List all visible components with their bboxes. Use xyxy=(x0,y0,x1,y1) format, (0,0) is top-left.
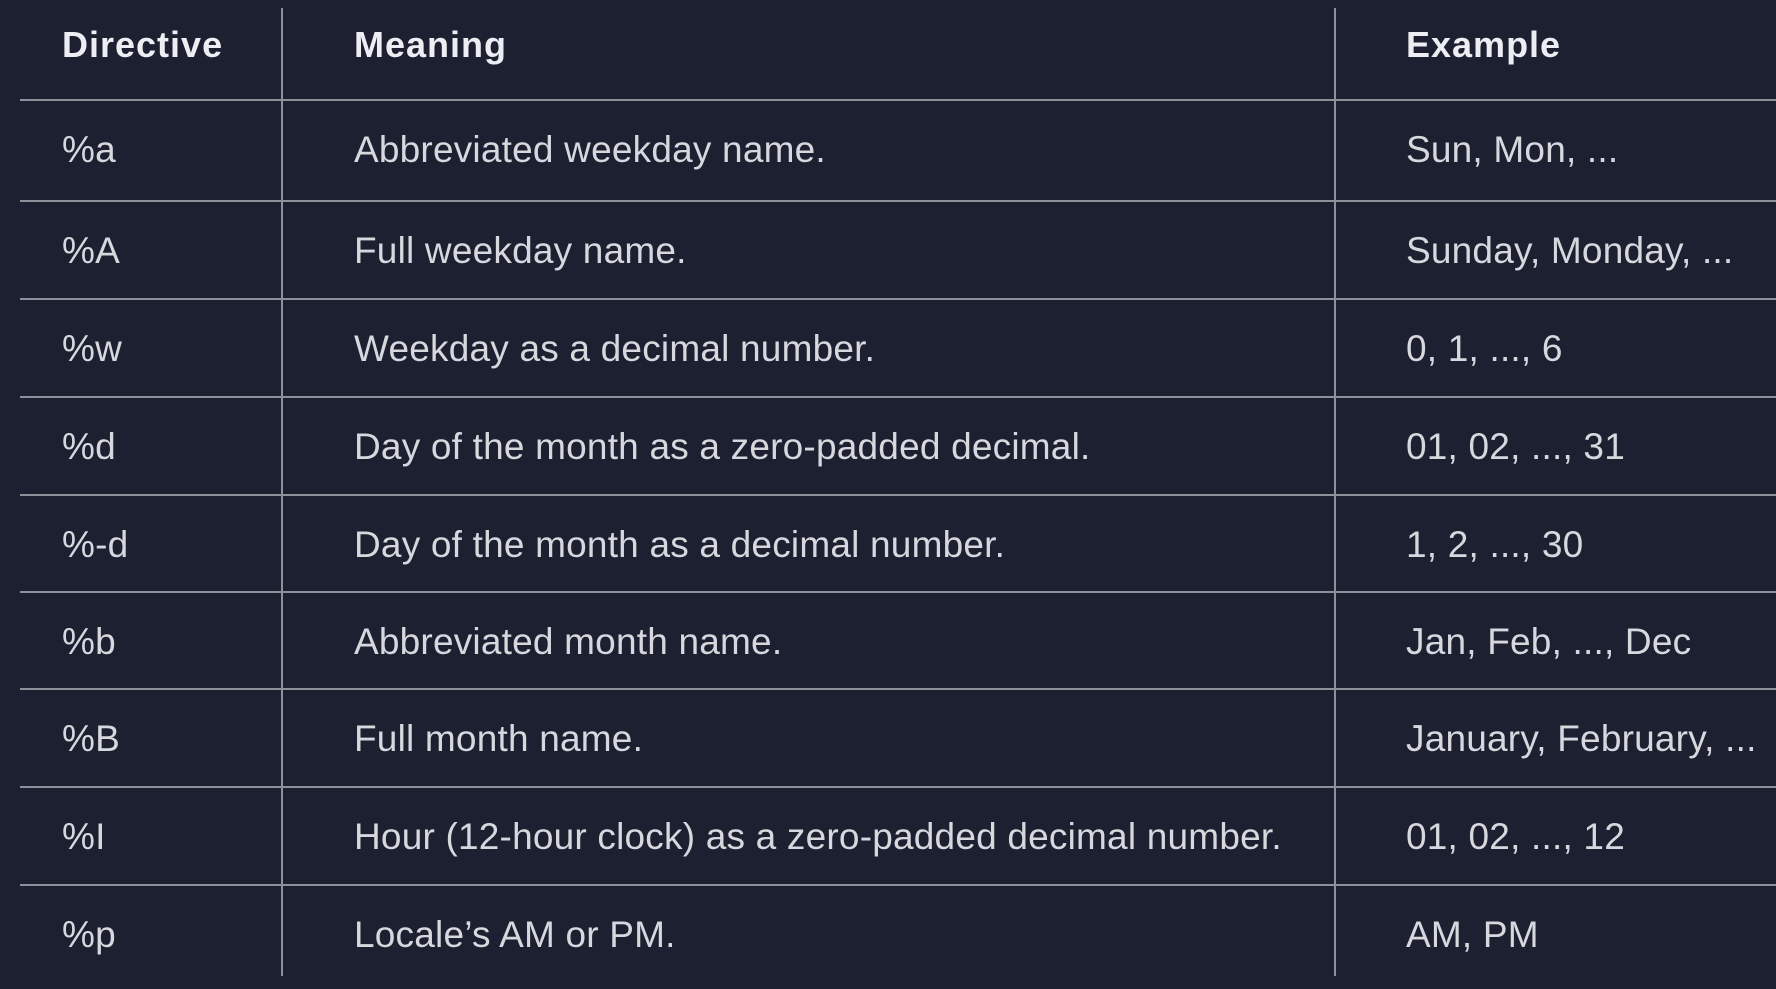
directive-cell: %a xyxy=(62,129,116,170)
row-divider xyxy=(20,688,1776,690)
meaning-cell: Day of the month as a decimal number. xyxy=(354,524,1006,565)
directive-cell: %p xyxy=(62,914,116,955)
meaning-cell: Hour (12-hour clock) as a zero-padded de… xyxy=(354,816,1282,857)
table-header-row: Directive Meaning Example xyxy=(0,0,1776,90)
table-row: %w Weekday as a decimal number. 0, 1, ..… xyxy=(0,300,1776,398)
meaning-cell: Full month name. xyxy=(354,718,644,759)
example-cell: 01, 02, ..., 12 xyxy=(1406,816,1625,857)
directive-cell: %I xyxy=(62,816,106,857)
example-cell: 0, 1, ..., 6 xyxy=(1406,328,1563,369)
directive-cell: %w xyxy=(62,328,123,369)
meaning-cell: Weekday as a decimal number. xyxy=(354,328,876,369)
row-divider xyxy=(20,786,1776,788)
table-row: %a Abbreviated weekday name. Sun, Mon, .… xyxy=(0,101,1776,199)
header-meaning: Meaning xyxy=(354,24,508,65)
header-directive: Directive xyxy=(62,24,224,65)
table-row: %A Full weekday name. Sunday, Monday, ..… xyxy=(0,202,1776,300)
row-divider xyxy=(20,298,1776,300)
example-cell: AM, PM xyxy=(1406,914,1539,955)
example-cell: Jan, Feb, ..., Dec xyxy=(1406,621,1692,662)
table-row: %B Full month name. January, February, .… xyxy=(0,690,1776,788)
table-row: %I Hour (12-hour clock) as a zero-padded… xyxy=(0,788,1776,886)
example-cell: Sun, Mon, ... xyxy=(1406,129,1619,170)
row-divider xyxy=(20,494,1776,496)
meaning-cell: Abbreviated month name. xyxy=(354,621,783,662)
column-divider-1 xyxy=(281,8,283,976)
row-divider xyxy=(20,591,1776,593)
example-cell: January, February, ... xyxy=(1406,718,1757,759)
meaning-cell: Full weekday name. xyxy=(354,230,687,271)
table-row: %b Abbreviated month name. Jan, Feb, ...… xyxy=(0,593,1776,691)
directive-cell: %B xyxy=(62,718,120,759)
row-divider xyxy=(20,884,1776,886)
table-row: %d Day of the month as a zero-padded dec… xyxy=(0,398,1776,496)
meaning-cell: Day of the month as a zero-padded decima… xyxy=(354,426,1091,467)
meaning-cell: Locale’s AM or PM. xyxy=(354,914,676,955)
row-divider xyxy=(20,99,1776,101)
meaning-cell: Abbreviated weekday name. xyxy=(354,129,826,170)
example-cell: 01, 02, ..., 31 xyxy=(1406,426,1625,467)
table-row: %p Locale’s AM or PM. AM, PM xyxy=(0,886,1776,984)
directive-cell: %-d xyxy=(62,524,129,565)
directive-cell: %d xyxy=(62,426,116,467)
directive-cell: %b xyxy=(62,621,116,662)
row-divider xyxy=(20,396,1776,398)
column-divider-2 xyxy=(1334,8,1336,976)
example-cell: 1, 2, ..., 30 xyxy=(1406,524,1584,565)
header-example: Example xyxy=(1406,24,1562,65)
row-divider xyxy=(20,200,1776,202)
directive-cell: %A xyxy=(62,230,120,271)
table-row: %-d Day of the month as a decimal number… xyxy=(0,496,1776,594)
example-cell: Sunday, Monday, ... xyxy=(1406,230,1734,271)
